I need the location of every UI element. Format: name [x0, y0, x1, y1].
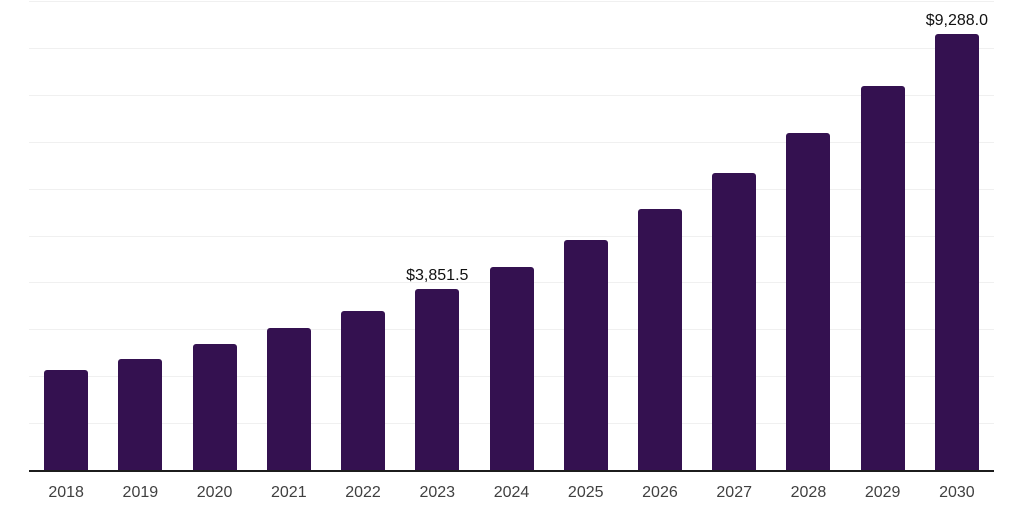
x-axis-label-2024: 2024 — [493, 484, 530, 501]
x-axis-label-2029: 2029 — [864, 484, 901, 501]
x-axis-label-2028: 2028 — [790, 484, 827, 501]
bar-2022 — [341, 310, 386, 470]
bar-2027 — [712, 172, 757, 470]
x-axis-label-2027: 2027 — [716, 484, 752, 501]
bar-2026 — [637, 209, 682, 470]
x-axis-label-2020: 2020 — [196, 484, 233, 501]
gridline — [29, 235, 994, 237]
gridline — [29, 141, 994, 143]
bar-2019 — [118, 358, 163, 470]
bar-2024 — [489, 267, 534, 470]
gridline — [29, 1, 994, 2]
bar-2028 — [786, 132, 831, 470]
x-axis-label-2019: 2019 — [122, 484, 159, 501]
gridline — [29, 47, 994, 49]
bar-value-label-2023: $3,851.5 — [406, 267, 469, 285]
x-axis-label-2023: 2023 — [419, 484, 456, 501]
bar-2030 — [934, 34, 979, 470]
x-axis-label-2026: 2026 — [642, 484, 678, 501]
bar-2025 — [563, 240, 608, 470]
gridline — [29, 188, 994, 190]
x-axis: 2018 2019 2020 2021 2022 2023 2024 2025 2026 2027… — [29, 483, 994, 505]
x-axis-label-2030: 2030 — [939, 484, 975, 501]
x-axis-label-2022: 2022 — [345, 484, 381, 501]
bar-2021 — [266, 328, 311, 470]
x-axis-label-2021: 2021 — [271, 484, 307, 501]
x-axis-label-2025: 2025 — [567, 484, 604, 501]
x-axis-label-2018: 2018 — [48, 484, 84, 501]
bar-value-label-2030: $9,288.0 — [925, 12, 989, 30]
x-axis-line — [29, 470, 994, 472]
bar-2018 — [44, 369, 89, 470]
plot-area: $3,851.5 $9,288.0 — [29, 1, 994, 470]
bar-2020 — [192, 343, 237, 470]
bar-2023 — [415, 289, 460, 470]
bar-2029 — [860, 86, 905, 470]
gridline — [29, 94, 994, 96]
